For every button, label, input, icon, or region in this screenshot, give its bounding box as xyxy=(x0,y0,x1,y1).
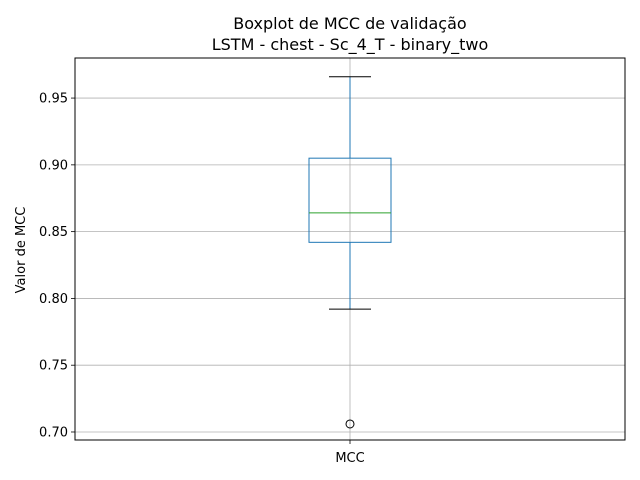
box-layer xyxy=(308,76,392,429)
y-axis-label: Valor de MCC xyxy=(14,207,29,294)
y-axis-ticks: 0.70 0.75 0.80 0.85 0.90 0.95 xyxy=(39,92,75,440)
boxplot-mcc xyxy=(308,76,392,429)
y-tick-label: 0.80 xyxy=(39,292,68,307)
chart-title: Boxplot de MCC de validação xyxy=(233,14,466,33)
iqr-box xyxy=(308,157,392,243)
x-axis-ticks: MCC xyxy=(335,440,365,466)
x-tick-label: MCC xyxy=(335,451,364,466)
plot-area-frame xyxy=(74,57,626,441)
y-tick-label: 0.75 xyxy=(39,359,68,374)
y-tick-label: 0.70 xyxy=(39,425,68,440)
y-tick-label: 0.90 xyxy=(39,158,68,173)
outlier-point xyxy=(345,419,355,429)
y-tick-label: 0.85 xyxy=(39,225,68,240)
y-tick-label: 0.95 xyxy=(39,92,68,107)
chart-subtitle: LSTM - chest - Sc_4_T - binary_two xyxy=(212,35,489,55)
